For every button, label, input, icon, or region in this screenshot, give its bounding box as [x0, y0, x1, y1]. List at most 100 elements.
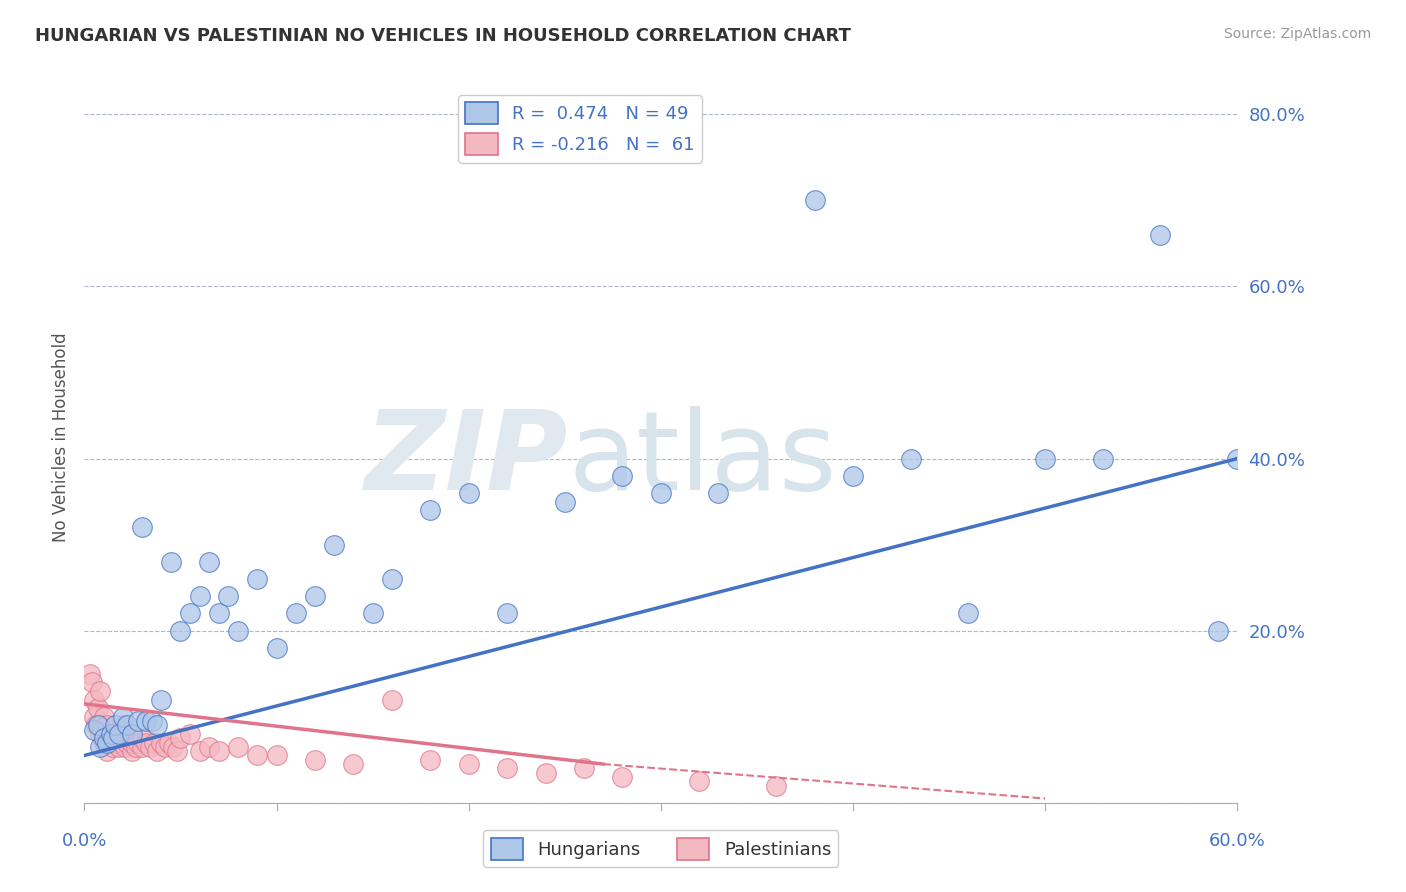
Point — [803, 194, 825, 208]
Point — [111, 718, 134, 732]
Legend: Hungarians, Palestinians: Hungarians, Palestinians — [484, 830, 838, 867]
Point — [96, 735, 118, 749]
Point — [104, 735, 127, 749]
Point — [131, 520, 153, 534]
Point — [111, 710, 134, 724]
Point — [572, 761, 595, 775]
Point — [100, 735, 122, 749]
Text: 0.0%: 0.0% — [62, 832, 107, 850]
Point — [103, 739, 124, 754]
Text: HUNGARIAN VS PALESTINIAN NO VEHICLES IN HOUSEHOLD CORRELATION CHART: HUNGARIAN VS PALESTINIAN NO VEHICLES IN … — [35, 27, 851, 45]
Point — [83, 723, 105, 737]
Point — [127, 735, 149, 749]
Point — [246, 748, 269, 763]
Text: ZIP: ZIP — [366, 406, 568, 513]
Point — [138, 739, 160, 754]
Point — [554, 494, 576, 508]
Y-axis label: No Vehicles in Household: No Vehicles in Household — [52, 332, 70, 542]
Point — [169, 624, 191, 638]
Point — [457, 757, 479, 772]
Point — [342, 757, 364, 772]
Point — [111, 735, 134, 749]
Point — [323, 538, 346, 552]
Point — [284, 607, 307, 621]
Point — [117, 731, 139, 746]
Point — [150, 735, 173, 749]
Point — [96, 744, 118, 758]
Point — [1033, 451, 1056, 466]
Point — [104, 718, 127, 732]
Point — [84, 718, 107, 732]
Point — [93, 727, 115, 741]
Point — [381, 692, 404, 706]
Point — [135, 735, 157, 749]
Point — [87, 718, 110, 732]
Point — [1226, 451, 1249, 466]
Point — [153, 739, 176, 754]
Point — [1206, 624, 1229, 638]
Point — [198, 555, 221, 569]
Point — [89, 727, 111, 741]
Point — [121, 744, 143, 758]
Point — [141, 714, 163, 728]
Point — [131, 731, 153, 746]
Point — [121, 735, 143, 749]
Point — [226, 624, 249, 638]
Point — [496, 607, 519, 621]
Text: Source: ZipAtlas.com: Source: ZipAtlas.com — [1223, 27, 1371, 41]
Point — [125, 739, 148, 754]
Point — [179, 727, 201, 741]
Point — [93, 735, 115, 749]
Point — [612, 468, 634, 483]
Point — [208, 607, 231, 621]
Point — [266, 748, 288, 763]
Point — [246, 572, 269, 586]
Point — [146, 718, 169, 732]
Point — [1091, 451, 1114, 466]
Point — [94, 735, 117, 749]
Point — [105, 727, 128, 741]
Point — [266, 640, 288, 655]
Point — [103, 727, 124, 741]
Point — [957, 607, 980, 621]
Point — [900, 451, 922, 466]
Point — [381, 572, 404, 586]
Point — [534, 765, 557, 780]
Point — [157, 735, 180, 749]
Point — [304, 589, 326, 603]
Point — [127, 714, 149, 728]
Point — [361, 607, 384, 621]
Text: 60.0%: 60.0% — [1209, 832, 1265, 850]
Point — [650, 486, 672, 500]
Point — [103, 731, 124, 746]
Point — [121, 727, 143, 741]
Point — [160, 555, 183, 569]
Point — [688, 774, 710, 789]
Point — [96, 718, 118, 732]
Point — [89, 739, 111, 754]
Point — [142, 735, 165, 749]
Point — [100, 727, 122, 741]
Point — [135, 714, 157, 728]
Point — [707, 486, 730, 500]
Point — [98, 731, 121, 746]
Point — [169, 731, 191, 746]
Point — [93, 710, 115, 724]
Point — [131, 739, 153, 754]
Point — [146, 744, 169, 758]
Point — [108, 739, 131, 754]
Point — [162, 739, 184, 754]
Point — [304, 753, 326, 767]
Point — [80, 675, 103, 690]
Point — [208, 744, 231, 758]
Point — [87, 701, 110, 715]
Point — [83, 710, 105, 724]
Point — [226, 739, 249, 754]
Point — [89, 684, 111, 698]
Point — [90, 718, 112, 732]
Point — [114, 739, 136, 754]
Point — [419, 753, 441, 767]
Point — [115, 718, 138, 732]
Point — [842, 468, 865, 483]
Point — [765, 779, 787, 793]
